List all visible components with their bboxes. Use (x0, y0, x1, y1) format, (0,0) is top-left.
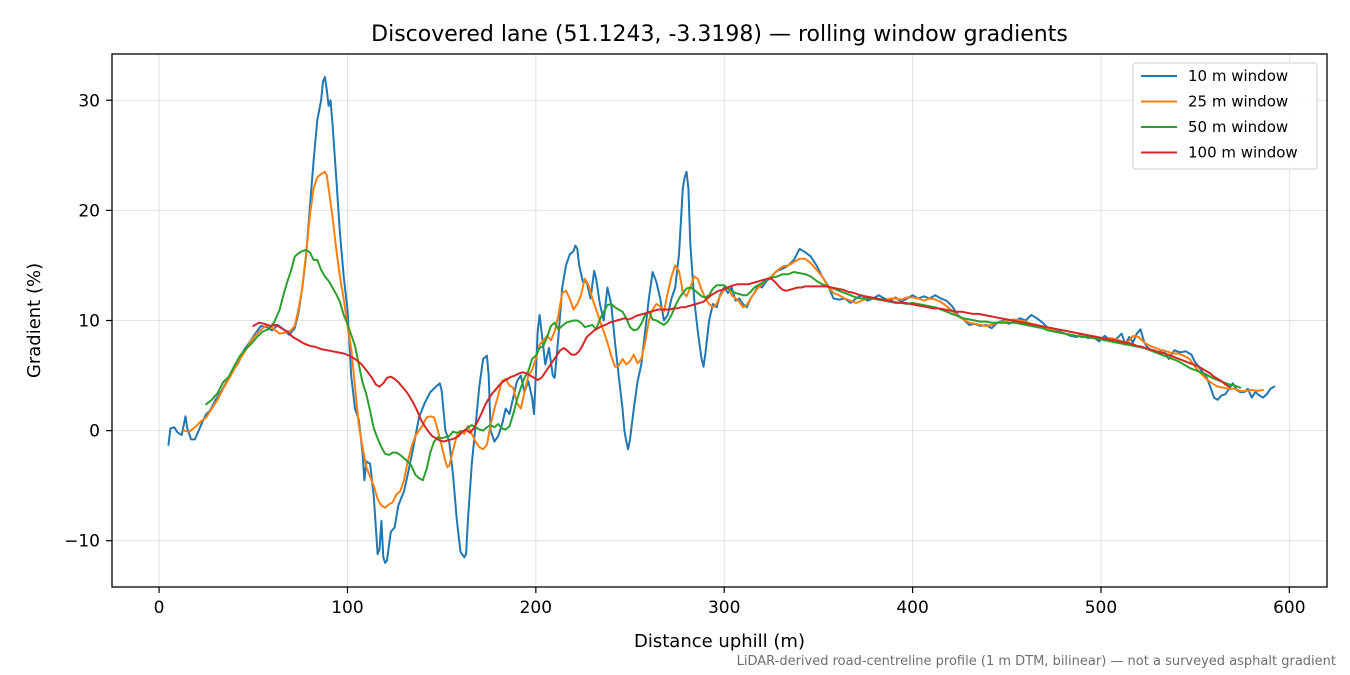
legend-label: 50 m window (1188, 118, 1288, 136)
footnote: LiDAR-derived road-centreline profile (1… (737, 654, 1336, 669)
x-tick-label: 200 (520, 598, 552, 618)
series-line-4 (252, 277, 1230, 443)
y-axis-label: Gradient (%) (24, 263, 45, 378)
x-tick-label: 100 (331, 598, 363, 618)
x-tick-label: 0 (154, 598, 165, 618)
grid (112, 54, 1327, 587)
axes: 0 100 200 300 400 500 600 −10 0 10 20 30 (64, 91, 1305, 618)
legend: 10 m window 25 m window 50 m window 100 m w… (1132, 62, 1318, 170)
legend-label: 100 m window (1188, 144, 1298, 162)
y-tick-label: 0 (89, 422, 100, 442)
y-tick-label: 10 (78, 312, 100, 332)
legend-label: 10 m window (1188, 67, 1288, 85)
series-line-3 (205, 249, 1242, 482)
x-tick-label: 300 (708, 598, 740, 618)
series-lines (167, 76, 1276, 564)
x-tick-label: 500 (1085, 598, 1117, 618)
x-tick-label: 600 (1273, 598, 1305, 618)
legend-label: 25 m window (1188, 93, 1288, 111)
chart-title: Discovered lane (51.1243, -3.3198) — rol… (371, 22, 1068, 47)
x-tick-label: 400 (896, 598, 928, 618)
x-axis-label: Distance uphill (m) (634, 631, 805, 652)
legend-box (1132, 62, 1318, 170)
y-tick-label: 30 (78, 91, 100, 111)
y-tick-label: −10 (64, 532, 100, 552)
y-tick-label: 20 (78, 201, 100, 221)
